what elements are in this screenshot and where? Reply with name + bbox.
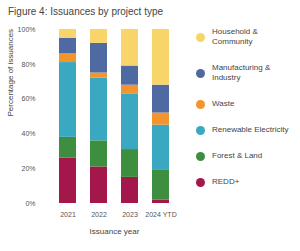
svg-text:2023: 2023 [122, 211, 138, 218]
svg-text:2021: 2021 [60, 211, 76, 218]
svg-text:40%: 40% [21, 130, 35, 137]
svg-text:80%: 80% [21, 61, 35, 68]
svg-text:Percentage of issuances: Percentage of issuances [6, 29, 15, 117]
svg-text:2022: 2022 [91, 211, 107, 218]
html-text:Household & Community: Household & Community [212, 27, 258, 46]
svg-text:20%: 20% [21, 165, 35, 172]
svg-text:Issuance year: Issuance year [90, 227, 140, 236]
html-text:Renewable Electricity: Renewable Electricity [212, 125, 289, 134]
html-text:Figure 4: Issuances by project: Figure 4: Issuances by project type [8, 6, 164, 17]
html-text:Forest & Land: Forest & Land [212, 151, 263, 160]
html-text:REDD+: REDD+ [212, 177, 240, 186]
svg-text:0%: 0% [25, 200, 35, 207]
html-text:Manufacturing & Industry: Manufacturing & Industry [212, 63, 271, 82]
svg-text:60%: 60% [21, 95, 35, 102]
svg-text:100%: 100% [18, 26, 36, 33]
html-text:Waste: Waste [212, 99, 235, 108]
svg-text:2024 YTD: 2024 YTD [145, 211, 176, 218]
